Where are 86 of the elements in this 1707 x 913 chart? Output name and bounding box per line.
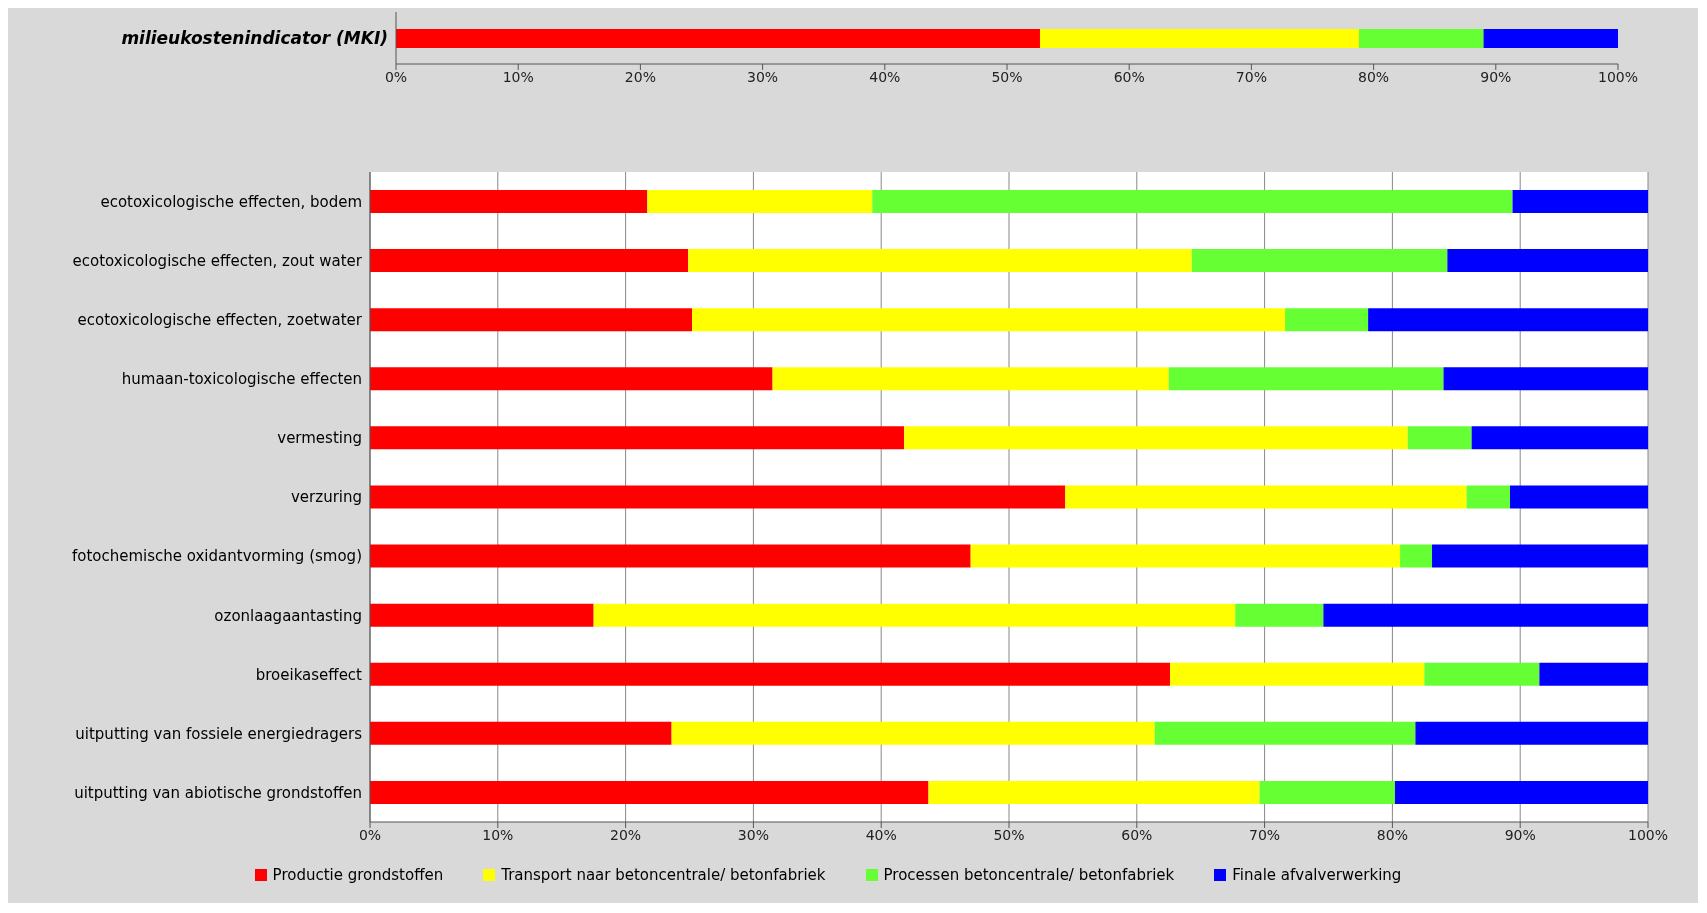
- bar: [671, 721, 1155, 745]
- x-tick-label: 60%: [1113, 68, 1145, 85]
- y-tick-label: fotochemische oxidantvorming (smog): [71, 547, 362, 566]
- y-tick-label: humaan-toxicologische effecten: [121, 370, 362, 389]
- bar: [1235, 603, 1324, 627]
- bar: [1483, 29, 1618, 48]
- x-tick-label: 20%: [624, 68, 656, 85]
- bar: [1358, 29, 1484, 48]
- bar: [1154, 721, 1416, 745]
- x-tick-label: 50%: [993, 826, 1025, 843]
- x-tick-label: 90%: [1504, 826, 1536, 843]
- bar: [370, 249, 689, 273]
- x-tick-label: 30%: [737, 826, 769, 843]
- bar: [1447, 249, 1648, 273]
- bar: [1539, 662, 1648, 686]
- legend-label: Finale afvalverwerking: [1232, 866, 1402, 884]
- y-tick-label: verzuring: [290, 488, 362, 507]
- x-tick-label: 100%: [1597, 68, 1639, 85]
- legend-label: Processen betoncentrale/ betonfabriek: [883, 866, 1175, 884]
- bar: [1466, 485, 1510, 509]
- bar: [370, 190, 648, 213]
- bar: [370, 721, 672, 745]
- bar: [1415, 721, 1648, 745]
- legend-label: Transport naar betoncentrale/ betonfabriek: [501, 866, 826, 884]
- x-tick-label: 80%: [1376, 826, 1408, 843]
- x-tick-label: 60%: [1121, 826, 1153, 843]
- y-tick-label: ecotoxicologische effecten, bodem: [100, 192, 362, 211]
- x-tick-label: 80%: [1358, 68, 1390, 85]
- bar: [1407, 426, 1472, 450]
- bar: [1512, 190, 1648, 213]
- x-tick-label: 10%: [482, 826, 514, 843]
- x-tick-label: 40%: [865, 826, 897, 843]
- y-tick-label: broeikaseffect: [255, 665, 363, 684]
- x-tick-label: 90%: [1480, 68, 1512, 85]
- bar: [396, 29, 1040, 48]
- bar: [593, 603, 1236, 627]
- bar: [1285, 308, 1369, 332]
- x-tick-label: 30%: [747, 68, 779, 85]
- bar: [872, 190, 1513, 213]
- y-tick-label: milieukostenindicator (MKI): [121, 28, 388, 49]
- bar: [904, 426, 1408, 450]
- bar: [370, 308, 693, 332]
- bar: [1168, 367, 1444, 391]
- x-tick-label: 0%: [384, 68, 408, 85]
- bar: [1259, 780, 1395, 804]
- x-tick-label: 70%: [1249, 826, 1281, 843]
- bar: [1400, 544, 1433, 568]
- bar: [370, 780, 929, 804]
- y-tick-label: vermesting: [277, 429, 362, 448]
- bar: [1424, 662, 1540, 686]
- bar: [370, 544, 971, 568]
- bar: [1368, 308, 1648, 332]
- y-tick-label: uitputting van abiotische grondstoffen: [74, 783, 362, 802]
- bar: [928, 780, 1260, 804]
- bar: [1443, 367, 1648, 391]
- y-tick-label: uitputting van fossiele energiedragers: [75, 724, 363, 743]
- bar: [647, 190, 873, 213]
- x-tick-label: 50%: [991, 68, 1023, 85]
- bar: [1323, 603, 1648, 627]
- x-tick-label: 100%: [1627, 826, 1669, 843]
- bar: [772, 367, 1169, 391]
- y-tick-label: ozonlaagaantasting: [214, 606, 362, 625]
- bar: [1170, 662, 1425, 686]
- bar: [1394, 780, 1648, 804]
- bar: [370, 426, 905, 450]
- bar: [1509, 485, 1648, 509]
- legend-label: Productie grondstoffen: [272, 866, 444, 884]
- bar: [370, 662, 1171, 686]
- bar: [1432, 544, 1648, 568]
- bar: [370, 367, 773, 391]
- x-tick-label: 0%: [358, 826, 382, 843]
- x-tick-label: 20%: [610, 826, 642, 843]
- bar: [370, 603, 594, 627]
- x-tick-label: 40%: [869, 68, 901, 85]
- y-tick-label: ecotoxicologische effecten, zoetwater: [77, 311, 363, 330]
- bar: [1039, 29, 1359, 48]
- bar: [970, 544, 1401, 568]
- bar: [688, 249, 1192, 273]
- x-tick-label: 10%: [502, 68, 534, 85]
- bar: [1471, 426, 1648, 450]
- bar: [1065, 485, 1467, 509]
- bar: [692, 308, 1286, 332]
- bar: [1191, 249, 1448, 273]
- y-tick-label: ecotoxicologische effecten, zout water: [72, 251, 363, 270]
- x-tick-label: 70%: [1235, 68, 1267, 85]
- bar: [370, 485, 1066, 509]
